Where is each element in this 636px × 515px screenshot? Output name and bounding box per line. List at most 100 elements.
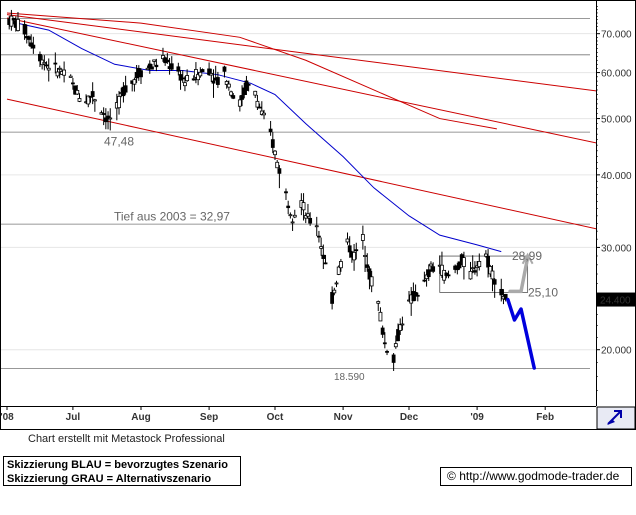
candle-body <box>444 272 449 276</box>
candle-body <box>330 291 335 304</box>
candle-body <box>183 82 187 87</box>
y-tick-label: 50.000 <box>601 115 632 126</box>
candle-body <box>68 75 73 78</box>
candle-body <box>244 80 249 91</box>
candle-body <box>31 44 36 49</box>
candle-body <box>53 62 58 65</box>
y-tick-label: 20.000 <box>601 346 632 357</box>
candle-body <box>154 64 159 68</box>
candle-body <box>9 15 14 27</box>
candle-body <box>145 67 150 71</box>
trend-line <box>6 17 596 144</box>
level-label-47-48: 47,48 <box>104 135 134 149</box>
x-tick-label: Sep <box>200 412 218 423</box>
candle-body <box>306 213 310 217</box>
candle-body <box>321 254 326 259</box>
candle-body <box>303 215 308 219</box>
candle-body <box>396 329 400 342</box>
candle-body <box>308 217 313 224</box>
candle-body <box>150 66 154 70</box>
candle-body <box>255 100 260 108</box>
candle-body <box>376 301 381 304</box>
candle-body <box>382 342 387 345</box>
x-tick-label: '09 <box>470 412 484 423</box>
x-tick-label: Jul <box>66 412 81 423</box>
candle-body <box>147 63 152 68</box>
candle-body <box>103 117 108 123</box>
candle-body <box>215 77 220 85</box>
candle-body <box>165 59 170 63</box>
candle-body <box>352 251 356 261</box>
candle-body <box>246 83 251 86</box>
candle-body <box>194 69 198 78</box>
candle-body <box>139 70 143 78</box>
candle-body <box>339 261 343 269</box>
candle-body <box>457 261 462 269</box>
candle-body <box>301 202 306 211</box>
candle-body <box>367 268 372 280</box>
candle-body <box>242 87 247 95</box>
source-box[interactable]: © http://www.godmode-trader.de <box>440 467 632 486</box>
candle-body <box>27 36 31 40</box>
candle-body <box>275 161 280 169</box>
source-url[interactable]: http://www.godmode-trader.de <box>459 469 620 483</box>
candle-body <box>369 276 374 287</box>
candle-body <box>38 53 42 62</box>
candle-body <box>422 279 427 282</box>
candle-body <box>62 69 67 76</box>
range-rectangle <box>439 255 529 293</box>
last-price-tag: 24.400 <box>597 292 635 307</box>
candle-body <box>90 91 95 97</box>
candle-body <box>411 291 416 302</box>
candle-body <box>398 324 403 331</box>
moving-average <box>9 20 502 253</box>
candle-body <box>413 292 418 296</box>
candle-body <box>55 71 60 77</box>
candle-body <box>391 354 396 363</box>
candle-body <box>108 117 113 120</box>
candle-body <box>446 274 451 277</box>
candle-body <box>200 69 205 73</box>
legend-line-blue: Skizzierung BLAU = bevorzugtes Szenario <box>7 459 228 471</box>
candle-body <box>273 150 277 156</box>
candle-body <box>462 257 466 267</box>
candle-body <box>488 266 493 275</box>
range-bottom-label: 25,10 <box>528 285 558 299</box>
moving-average-line <box>9 20 502 253</box>
candle-body <box>336 266 341 275</box>
candle-body <box>503 293 508 300</box>
candle-body <box>292 214 297 218</box>
candle-body <box>211 80 216 84</box>
stock-chart: 47,48 Tief aus 2003 = 32,97 18.590 28,99 25,… <box>0 0 636 430</box>
candle-body <box>86 95 91 105</box>
candle-body <box>347 245 352 253</box>
candle-body <box>123 85 128 93</box>
annotations: 47,48 Tief aus 2003 = 32,97 18.590 28,99 25,… <box>104 135 558 384</box>
candle-body <box>176 66 181 72</box>
x-tick-label: Feb <box>536 412 554 423</box>
candle-body <box>477 261 482 268</box>
candle-body <box>240 95 244 100</box>
level-label-tief-2003: Tief aus 2003 = 32,97 <box>114 210 230 224</box>
candle-body <box>380 327 385 335</box>
candle-body <box>473 270 477 273</box>
candle-body <box>92 99 97 102</box>
candle-body <box>77 98 82 102</box>
candle-body <box>57 67 62 70</box>
arrow-icon[interactable] <box>596 406 636 430</box>
candle-body <box>178 74 183 81</box>
scenario-legend: Skizzierung BLAU = bevorzugtes Szenario … <box>3 456 241 486</box>
candle-body <box>426 269 431 278</box>
candle-body <box>253 90 258 96</box>
candle-body <box>44 64 49 67</box>
candle-body <box>222 66 227 72</box>
price-bars <box>7 9 508 372</box>
candle-body <box>185 75 190 82</box>
curved-resistance-line <box>6 12 497 130</box>
candle-body <box>106 115 110 120</box>
candle-body <box>323 262 328 265</box>
candle-body <box>196 74 201 81</box>
candle-body <box>191 78 196 81</box>
candle-body <box>486 255 490 268</box>
copyright-symbol: © <box>447 469 456 483</box>
